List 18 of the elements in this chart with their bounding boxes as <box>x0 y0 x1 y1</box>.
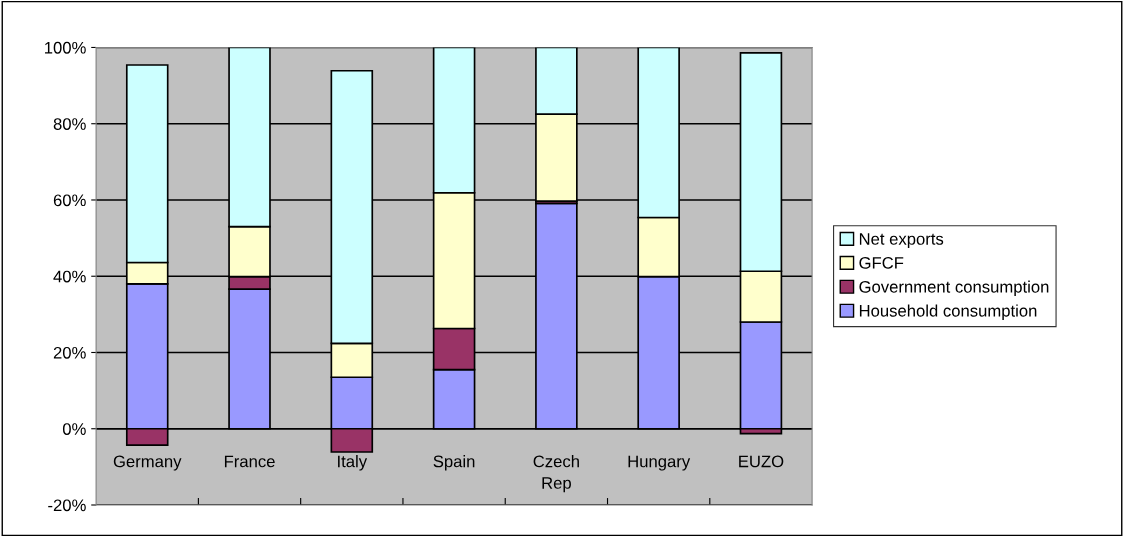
x-tick-label: Spain <box>433 455 475 471</box>
x-tick-label: Hungary <box>628 455 691 471</box>
y-tick-label: 20% <box>53 346 86 359</box>
y-tick-label: 60% <box>53 194 86 207</box>
y-tick-label: 0% <box>62 423 86 435</box>
legend-label: Household consumption <box>859 304 1037 320</box>
legend-label: GFCF <box>859 256 904 269</box>
x-tick-label: Czech Rep <box>533 455 579 493</box>
y-tick-label: -20% <box>48 499 86 512</box>
y-tick-label: 100% <box>45 41 86 54</box>
x-tick-label: Germany <box>113 455 182 471</box>
x-tick-label: Italy <box>338 455 368 471</box>
x-tick-label: France <box>224 455 275 468</box>
legend-label: Government consumption <box>859 280 1049 297</box>
x-tick-label: EUZO <box>739 455 784 468</box>
legend-label: Net exports <box>859 233 944 249</box>
y-tick-label: 80% <box>53 118 86 130</box>
y-tick-label: 40% <box>53 270 86 283</box>
